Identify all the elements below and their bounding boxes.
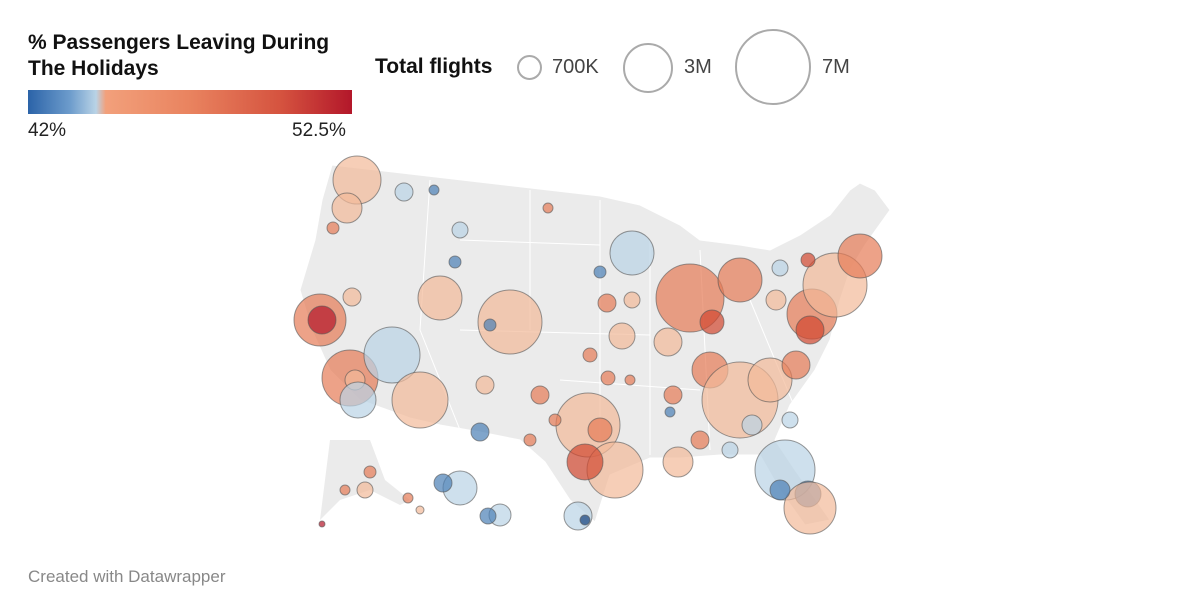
size-legend-circle-medium xyxy=(623,43,673,93)
airport-circle[interactable] xyxy=(391,371,449,429)
airport-circle[interactable] xyxy=(781,350,811,380)
airport-circle[interactable] xyxy=(783,481,837,535)
airport-circle[interactable] xyxy=(523,433,537,447)
airport-circle[interactable] xyxy=(664,406,676,418)
state-border xyxy=(459,239,601,246)
airport-circle[interactable] xyxy=(448,255,462,269)
airport-circle[interactable] xyxy=(717,257,763,303)
airport-circle[interactable] xyxy=(542,202,554,214)
color-scale-min: 42% xyxy=(28,120,67,141)
airport-circle[interactable] xyxy=(721,441,739,459)
airport-circle[interactable] xyxy=(587,417,613,443)
airport-circle[interactable] xyxy=(548,413,562,427)
airport-circle[interactable] xyxy=(582,347,598,363)
airport-circle[interactable] xyxy=(479,507,497,525)
airport-circle[interactable] xyxy=(477,289,543,355)
airport-circle[interactable] xyxy=(530,385,550,405)
airport-circle[interactable] xyxy=(307,305,337,335)
airport-circle[interactable] xyxy=(837,233,883,279)
airport-circle[interactable] xyxy=(363,465,377,479)
airport-circle[interactable] xyxy=(451,221,469,239)
airport-circle[interactable] xyxy=(475,375,495,395)
airport-circle[interactable] xyxy=(623,291,641,309)
airport-circle[interactable] xyxy=(339,484,351,496)
airport-circle[interactable] xyxy=(771,259,789,277)
airport-circle[interactable] xyxy=(781,411,799,429)
airport-circle[interactable] xyxy=(566,443,604,481)
airport-circle[interactable] xyxy=(326,221,340,235)
airport-circle[interactable] xyxy=(579,514,591,526)
airport-circle[interactable] xyxy=(653,327,683,357)
color-scale-bar xyxy=(28,90,352,114)
airport-circle[interactable] xyxy=(624,374,636,386)
airport-circle[interactable] xyxy=(663,385,683,405)
airport-circle[interactable] xyxy=(331,192,363,224)
airport-circle[interactable] xyxy=(339,381,377,419)
size-legend-label: 3M xyxy=(684,56,712,78)
airport-circle[interactable] xyxy=(597,293,617,313)
airport-circle[interactable] xyxy=(600,370,616,386)
airport-circle[interactable] xyxy=(415,505,425,515)
airport-circle[interactable] xyxy=(417,275,463,321)
airport-circle[interactable] xyxy=(795,315,825,345)
color-scale-max: 52.5% xyxy=(292,120,346,141)
size-legend-label: 700K xyxy=(552,56,599,78)
airport-circle[interactable] xyxy=(608,322,636,350)
airport-circle[interactable] xyxy=(609,230,655,276)
size-legend-circle-large xyxy=(735,29,811,105)
airport-circle[interactable] xyxy=(662,446,694,478)
airport-circle[interactable] xyxy=(741,414,763,436)
airport-circle[interactable] xyxy=(342,287,362,307)
airport-circle[interactable] xyxy=(318,520,326,528)
airport-circle[interactable] xyxy=(394,182,414,202)
airport-circle[interactable] xyxy=(747,357,793,403)
airport-circle[interactable] xyxy=(699,309,725,335)
size-legend-title: Total flights xyxy=(375,55,493,78)
airport-circle[interactable] xyxy=(765,289,787,311)
airport-circle[interactable] xyxy=(356,481,374,499)
airport-circle[interactable] xyxy=(800,252,816,268)
size-legend-circle-small xyxy=(517,55,542,80)
airport-circle[interactable] xyxy=(769,479,791,501)
airport-circle[interactable] xyxy=(470,422,490,442)
legend-title: % Passengers Leaving During The Holidays xyxy=(28,31,330,80)
airport-circle[interactable] xyxy=(402,492,414,504)
airport-circle[interactable] xyxy=(363,326,421,384)
airport-circle[interactable] xyxy=(593,265,607,279)
airport-circle[interactable] xyxy=(433,473,453,493)
alaska-land xyxy=(320,440,410,520)
airport-circle[interactable] xyxy=(690,430,710,450)
airport-circle[interactable] xyxy=(483,318,497,332)
airport-circle[interactable] xyxy=(428,184,440,196)
size-legend-label: 7M xyxy=(822,56,850,78)
footer-credit: Created with Datawrapper xyxy=(28,567,226,586)
